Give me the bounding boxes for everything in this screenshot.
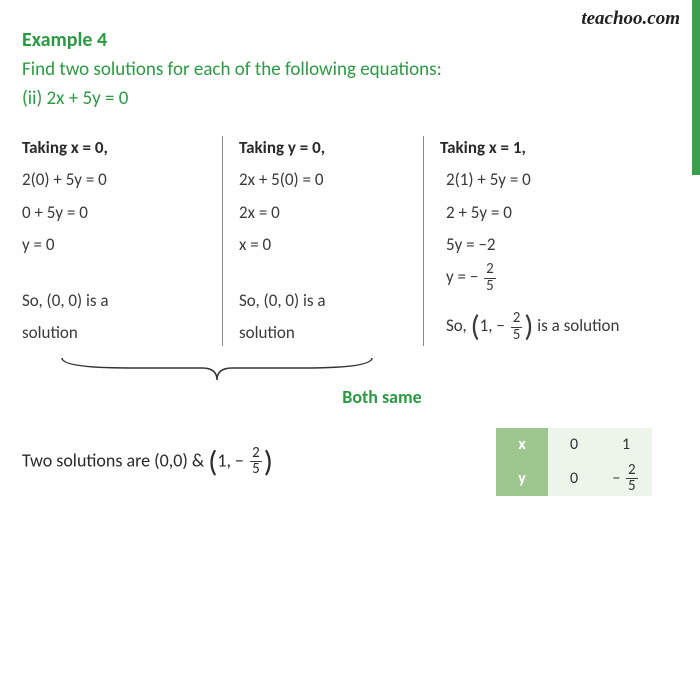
table-header-y: y xyxy=(496,462,548,496)
page-content: Example 4 Find two solutions for each of… xyxy=(0,0,700,496)
table-header-x: x xyxy=(496,428,548,462)
brace xyxy=(52,356,682,384)
col3-line: 2 + 5y = 0 xyxy=(446,197,638,229)
fraction: 25 xyxy=(511,311,523,344)
col1-line: 0 + 5y = 0 xyxy=(22,197,206,229)
col3-title: Taking x = 1, xyxy=(440,137,526,158)
col1-line: y = 0 xyxy=(22,229,206,261)
column-x1: Taking x = 1, 2(1) + 5y = 0 2 + 5y = 0 5… xyxy=(424,132,654,350)
concl-mid: 1, − xyxy=(480,315,509,336)
paren-right: ) xyxy=(264,443,273,480)
answer-row: Two solutions are (0,0) & (1, − 25) x 0 … xyxy=(22,428,682,496)
table-cell: 0 xyxy=(548,462,600,496)
fraction: 25 xyxy=(484,262,496,295)
col3-line: 2(1) + 5y = 0 xyxy=(446,164,638,196)
curly-brace-icon xyxy=(52,356,382,384)
solution-table: x 0 1 y 0 − 25 xyxy=(496,428,652,496)
denominator: 5 xyxy=(626,479,638,495)
paren-left: ( xyxy=(471,308,480,345)
frac-prefix: y = − xyxy=(446,266,482,287)
watermark: teachoo.com xyxy=(581,8,680,30)
column-x0: Taking x = 0, 2(0) + 5y = 0 0 + 5y = 0 y… xyxy=(22,132,222,350)
col3-conclusion: So, (1, − 25) is a solution xyxy=(446,310,638,343)
example-heading: Example 4 xyxy=(22,28,682,52)
concl-suffix: is a solution xyxy=(533,315,619,336)
col2-line: 2x + 5(0) = 0 xyxy=(239,164,407,196)
question-text: Find two solutions for each of the follo… xyxy=(22,58,682,81)
accent-bar xyxy=(692,0,700,175)
table-cell: 0 xyxy=(548,428,600,462)
col2-title: Taking y = 0, xyxy=(239,137,325,158)
sub-question: (ii) 2x + 5y = 0 xyxy=(22,87,682,110)
col1-title: Taking x = 0, xyxy=(22,137,108,158)
fraction: 25 xyxy=(626,463,638,496)
denominator: 5 xyxy=(250,462,262,478)
col3-line: 5y = −2 xyxy=(446,229,638,261)
denominator: 5 xyxy=(511,328,523,344)
final-mid: 1, − xyxy=(217,449,248,471)
col2-line: 2x = 0 xyxy=(239,197,407,229)
col1-conclusion: solution xyxy=(22,317,206,349)
paren-left: ( xyxy=(208,443,217,480)
col2-conclusion: So, (0, 0) is a xyxy=(239,285,407,317)
col2-conclusion: solution xyxy=(239,317,407,349)
both-same-label: Both same xyxy=(82,386,682,408)
col3-frac-line: y = − 25 xyxy=(446,261,638,294)
column-y0: Taking y = 0, 2x + 5(0) = 0 2x = 0 x = 0… xyxy=(223,132,423,350)
final-prefix: Two solutions are (0,0) & xyxy=(22,449,208,471)
concl-prefix: So, xyxy=(446,315,471,336)
table-cell: 1 xyxy=(600,428,652,462)
table-cell: − 25 xyxy=(600,462,652,496)
solution-columns: Taking x = 0, 2(0) + 5y = 0 0 + 5y = 0 y… xyxy=(22,132,682,350)
final-answer: Two solutions are (0,0) & (1, − 25) xyxy=(22,446,273,479)
fraction: 25 xyxy=(250,446,262,479)
col1-line: 2(0) + 5y = 0 xyxy=(22,164,206,196)
col2-line: x = 0 xyxy=(239,229,407,261)
denominator: 5 xyxy=(484,279,496,295)
neg-sign: − xyxy=(612,469,624,488)
col1-conclusion: So, (0, 0) is a xyxy=(22,285,206,317)
